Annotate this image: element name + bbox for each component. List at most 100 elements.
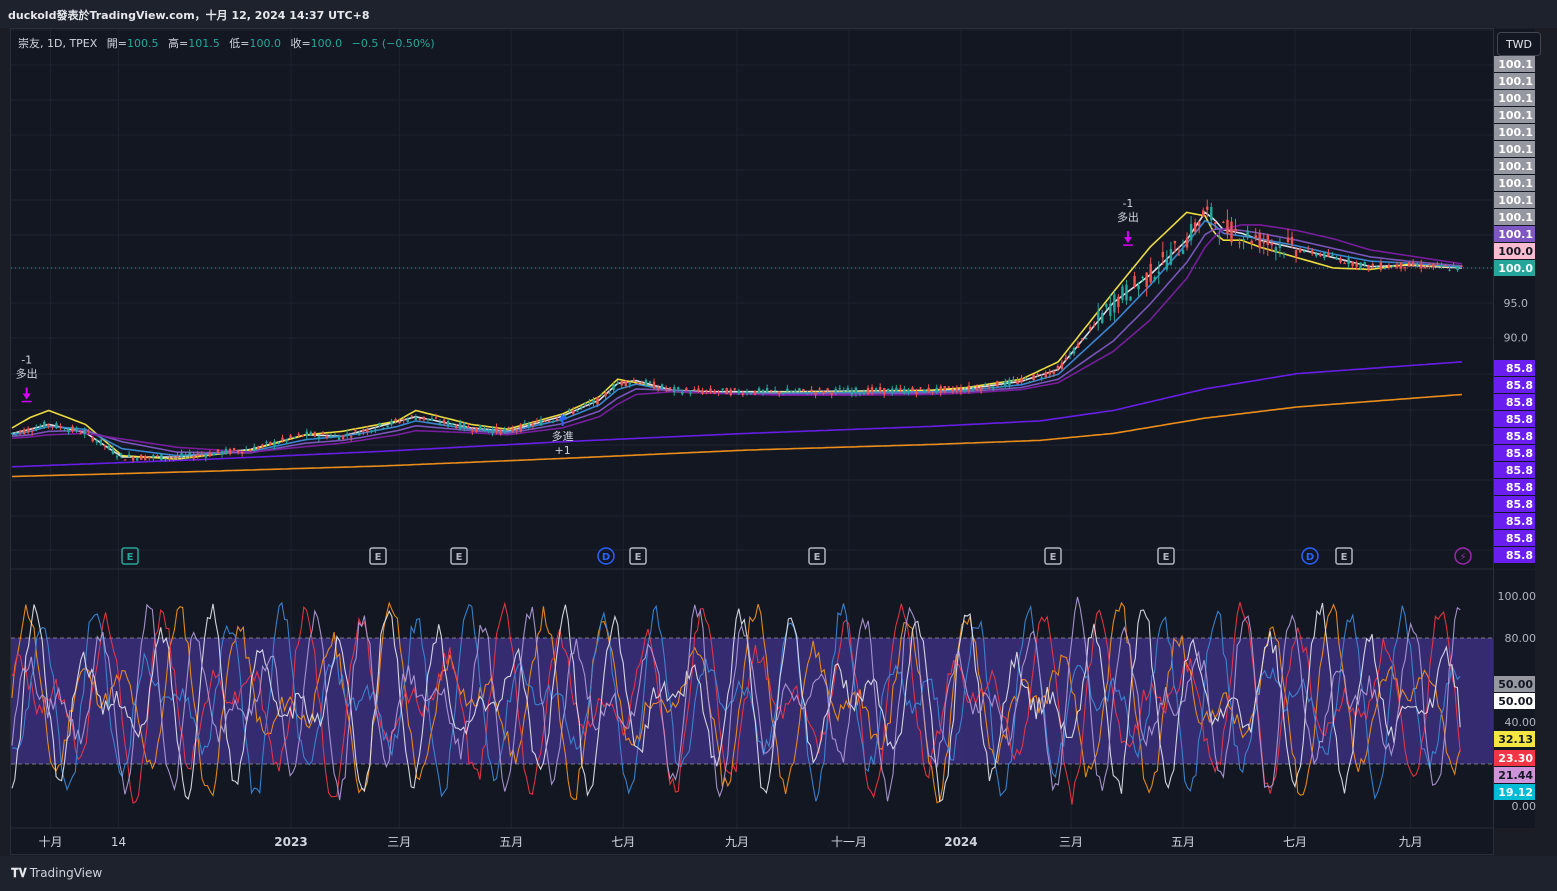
candle-body: [620, 380, 623, 386]
stoch-badge-label: 50.00: [1498, 678, 1533, 691]
time-axis-tick: 14: [111, 835, 126, 849]
candle-body: [386, 425, 389, 428]
price-badge-label: 100.1: [1498, 126, 1533, 139]
candle-body: [1420, 263, 1423, 269]
candle-body: [156, 455, 159, 457]
candle-body: [608, 392, 611, 394]
candle-body: [115, 456, 119, 458]
candle-body: [1367, 265, 1370, 270]
candle-body: [446, 420, 450, 426]
candle-body: [479, 424, 482, 431]
candle-body: [790, 391, 793, 393]
sell-marker-label: 多出: [16, 367, 38, 381]
stoch-badge-label: 32.13: [1498, 733, 1533, 746]
candle-body: [148, 457, 151, 459]
candle-body: [30, 431, 34, 433]
candle-body: [656, 387, 660, 390]
candle-body: [644, 379, 648, 386]
candle-body: [592, 399, 595, 404]
earnings-event-icon[interactable]: [1335, 547, 1353, 565]
price-badge: [1494, 377, 1535, 393]
dividend-event-icon[interactable]: [1301, 547, 1319, 565]
candle-body: [1379, 262, 1383, 270]
candle-body: [1145, 272, 1148, 287]
candle-body: [103, 444, 107, 447]
earnings-event-icon[interactable]: [808, 547, 826, 565]
candle-body: [83, 430, 86, 435]
candle-body: [1044, 372, 1047, 378]
price-badge-label: 85.8: [1506, 532, 1533, 545]
candle-body: [160, 454, 163, 461]
event-icon-label: E: [1163, 552, 1170, 563]
tradingview-logo[interactable]: 𝐓𝐕 TradingView: [11, 866, 102, 881]
price-badge: [1494, 260, 1535, 276]
buy-arrow-icon: [558, 413, 567, 426]
legend-close: 100.0: [310, 37, 343, 50]
candle-body: [164, 458, 167, 460]
candle-body: [515, 429, 518, 431]
earnings-event-icon[interactable]: [369, 547, 387, 565]
time-axis-tick: 十月: [39, 835, 63, 849]
dividend-event-icon[interactable]: [597, 547, 615, 565]
earnings-event-icon[interactable]: [1157, 547, 1175, 565]
candle-body: [1080, 338, 1084, 340]
time-axis: 十月 14 2023 三月 五月 七月 九月 十一月 2024 三月 五月 七月 九月: [11, 827, 1493, 849]
candles: [10, 199, 1463, 463]
price-badge-label: 85.8: [1506, 498, 1533, 511]
candle-body: [394, 419, 397, 421]
candle-body: [1395, 264, 1399, 268]
candle-body: [1177, 254, 1181, 256]
bottom-bar: [0, 856, 1557, 891]
candle-body: [1448, 269, 1451, 271]
candle-body: [131, 457, 135, 461]
candle-body: [996, 381, 999, 387]
candle-body: [1270, 243, 1274, 246]
time-axis-tick: 五月: [1171, 835, 1195, 849]
price-badge-label: 85.8: [1506, 515, 1533, 528]
candle-body: [689, 392, 692, 394]
stoch-axis-tick: 80.00: [1505, 632, 1537, 645]
lightning-icon[interactable]: [1454, 547, 1472, 565]
candle-body: [1282, 253, 1286, 255]
candle-body: [668, 387, 672, 389]
candle-body: [1246, 230, 1249, 238]
candle-body: [600, 394, 603, 396]
price-badge-label: 100.1: [1498, 92, 1533, 105]
candle-body: [345, 433, 349, 436]
candle-body: [1250, 240, 1253, 244]
price-badge: [1494, 107, 1535, 123]
earnings-event-icon[interactable]: [450, 547, 468, 565]
candle-body: [503, 429, 506, 432]
candle-body: [1391, 265, 1395, 268]
event-icon-label: E: [127, 552, 134, 563]
earnings-event-icon[interactable]: [629, 547, 647, 565]
price-badge: [1494, 192, 1535, 208]
event-icon-label: D: [1306, 552, 1314, 563]
sell-marker-count: -1: [21, 354, 32, 367]
candle-body: [773, 390, 777, 392]
candle-body: [91, 437, 94, 442]
stoch-badge: [1494, 676, 1535, 692]
candle-body: [757, 388, 761, 394]
candle-body: [224, 448, 228, 454]
event-icon-label: D: [602, 552, 610, 563]
sell-marker-count: -1: [1122, 197, 1133, 210]
candle-body: [305, 431, 308, 436]
candle-body: [681, 391, 684, 395]
price-badge-label: 85.8: [1506, 447, 1533, 460]
candle-body: [297, 434, 300, 436]
candle-body: [483, 428, 486, 432]
price-badge: [1494, 394, 1535, 410]
candle-body: [1000, 386, 1003, 388]
earnings-event-icon[interactable]: [1044, 547, 1062, 565]
legend-open-label: 開=: [106, 37, 128, 50]
currency-button[interactable]: TWD: [1497, 32, 1541, 56]
price-badge-label: 100.1: [1498, 160, 1533, 173]
price-badge: [1494, 158, 1535, 174]
price-badge: [1494, 530, 1535, 546]
candle-body: [862, 392, 866, 395]
stoch-badge: [1494, 767, 1535, 783]
candle-body: [1173, 240, 1177, 244]
earnings-event-icon[interactable]: [121, 547, 139, 565]
